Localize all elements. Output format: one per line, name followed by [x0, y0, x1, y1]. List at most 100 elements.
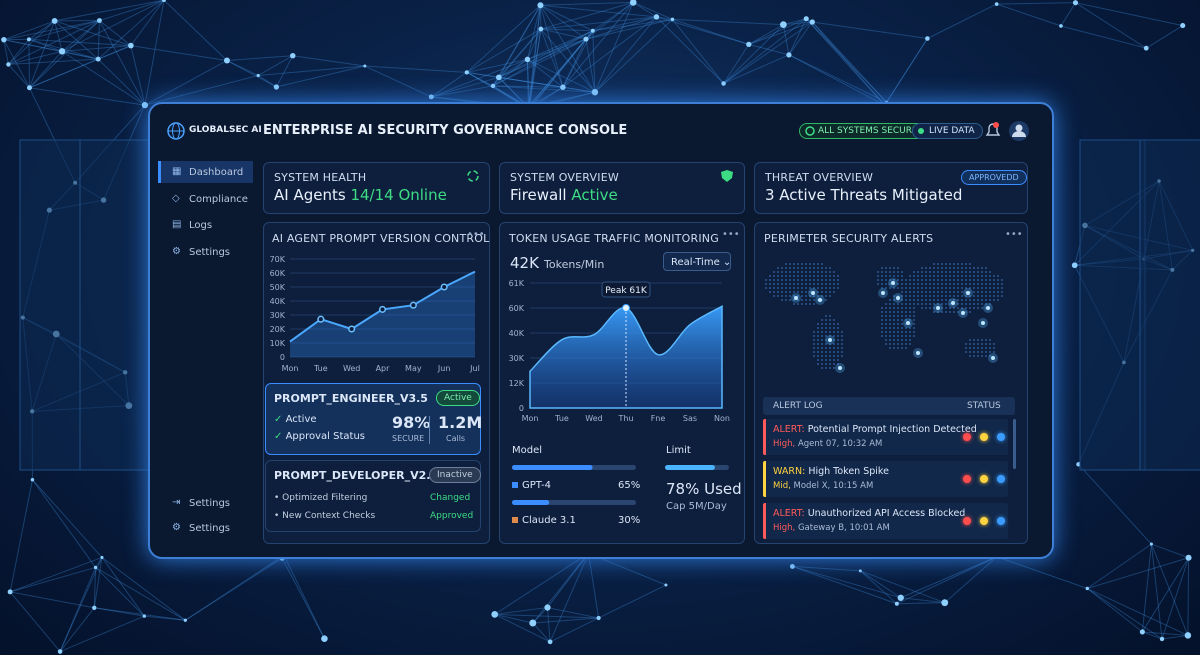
- network-line: [723, 21, 813, 84]
- menu-dots[interactable]: •••: [722, 229, 740, 240]
- network-line: [498, 4, 541, 78]
- map-dot: [973, 279, 975, 281]
- network-line: [8, 20, 55, 65]
- map-dot: [789, 267, 791, 269]
- network-node: [128, 42, 134, 49]
- alert-line: WARN: High Token Spike: [773, 466, 889, 477]
- network-node: [6, 62, 11, 67]
- map-dot: [925, 299, 927, 301]
- network-line: [8, 58, 99, 65]
- network-line: [528, 5, 541, 110]
- map-dot: [977, 271, 979, 273]
- map-dot: [841, 347, 843, 349]
- map-dot: [777, 287, 779, 289]
- map-dot: [825, 323, 827, 325]
- map-dot: [829, 355, 831, 357]
- map-dot: [993, 291, 995, 293]
- map-dot: [897, 287, 899, 289]
- map-dot: [809, 275, 811, 277]
- map-dot: [985, 267, 987, 269]
- map-dot: [929, 291, 931, 293]
- map-dot: [897, 347, 899, 349]
- map-dot: [801, 299, 803, 301]
- map-dot: [833, 271, 835, 273]
- map-dot: [897, 275, 899, 277]
- map-dot: [981, 299, 983, 301]
- map-dot: [829, 347, 831, 349]
- map-hotspot: [936, 306, 940, 310]
- menu-dots[interactable]: •••: [467, 229, 485, 240]
- map-dot: [893, 287, 895, 289]
- map-dot: [829, 319, 831, 321]
- network-line: [528, 30, 594, 110]
- network-line: [54, 20, 63, 52]
- map-dot: [881, 279, 883, 281]
- point: [378, 305, 387, 313]
- network-line: [498, 76, 563, 88]
- network-line: [97, 0, 165, 60]
- map-dot: [933, 299, 935, 301]
- map-dot: [933, 267, 935, 269]
- map-dot: [969, 343, 971, 345]
- map-dot: [953, 287, 955, 289]
- map-dot: [817, 267, 819, 269]
- map-dot: [793, 263, 795, 265]
- map-dot: [797, 279, 799, 281]
- map-dot: [957, 275, 959, 277]
- network-line: [498, 58, 528, 78]
- nav-item[interactable]: Dashboard: [189, 167, 244, 178]
- map-dot: [989, 355, 991, 357]
- y-axis-label: 12K: [509, 379, 525, 388]
- nav-item[interactable]: Settings: [189, 247, 231, 259]
- map-dot: [829, 367, 831, 369]
- map-dot: [825, 347, 827, 349]
- network-line: [9, 479, 33, 593]
- map-dot: [885, 303, 887, 305]
- map-dot: [801, 275, 803, 277]
- map-dot: [969, 355, 971, 357]
- nav-item[interactable]: Logs: [189, 220, 213, 232]
- map-dot: [833, 275, 835, 277]
- map-dot: [989, 291, 991, 293]
- map-dot: [1001, 295, 1003, 297]
- map-dot: [965, 299, 967, 301]
- network-node: [746, 41, 752, 48]
- map-dot: [829, 267, 831, 269]
- annotation: Peak 61K: [605, 286, 648, 296]
- map-dot: [977, 339, 979, 341]
- status-badge: ALL SYSTEMS SECURE: [799, 123, 926, 139]
- map-dot: [889, 283, 891, 285]
- map-dot: [877, 275, 879, 277]
- map-dot: [905, 299, 907, 301]
- map-dot: [933, 307, 935, 309]
- network-node: [524, 56, 531, 63]
- network-node: [537, 2, 544, 9]
- map-dot: [989, 283, 991, 285]
- map-dot: [809, 287, 811, 289]
- alert-text: Unauthorized API Access Blocked: [807, 508, 966, 519]
- map-dot: [985, 279, 987, 281]
- mode-select[interactable]: Real-Time ⌄: [663, 252, 731, 271]
- nav-item[interactable]: Settings: [189, 498, 231, 509]
- legend-swatch: [512, 517, 518, 523]
- network-line: [61, 50, 146, 106]
- map-dot: [945, 307, 947, 309]
- nav-item[interactable]: Settings: [189, 523, 231, 534]
- nav-item[interactable]: Compliance: [189, 193, 248, 205]
- map-dot: [897, 319, 899, 321]
- header-icons[interactable]: [982, 120, 1032, 142]
- network-line: [585, 39, 596, 93]
- menu-dots[interactable]: •••: [1005, 229, 1023, 240]
- network-line: [632, 1, 657, 18]
- network-line: [860, 570, 902, 599]
- map-dot: [969, 303, 971, 305]
- map-dot: [885, 283, 887, 285]
- map-dot: [781, 279, 783, 281]
- network-line: [466, 71, 529, 108]
- map-dot: [781, 295, 783, 297]
- map-dot: [933, 283, 935, 285]
- map-dot: [973, 299, 975, 301]
- network-node: [1184, 632, 1192, 639]
- map-dot: [893, 347, 895, 349]
- map-dot: [977, 291, 979, 293]
